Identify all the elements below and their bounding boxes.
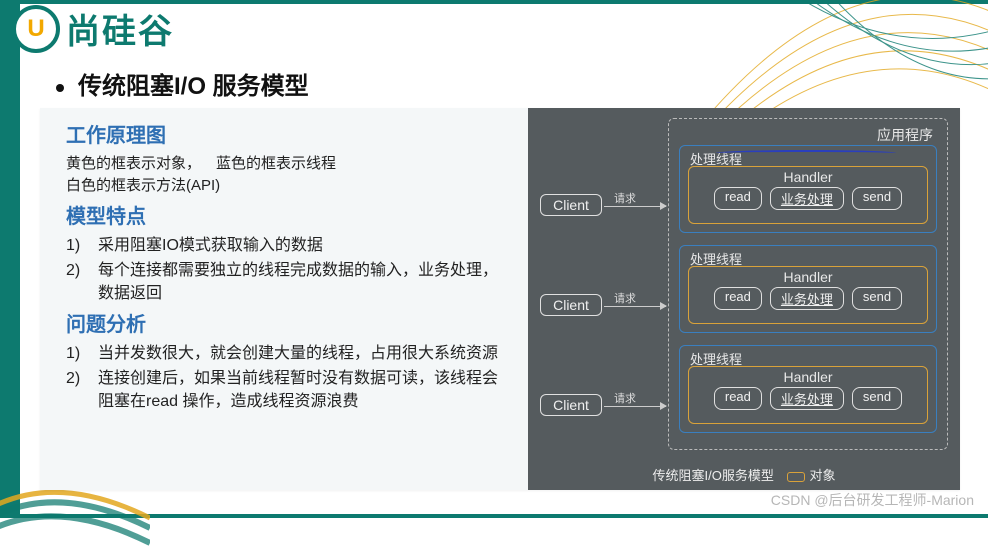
arrow-icon bbox=[604, 306, 666, 307]
handler-box: Handler read 业务处理 send bbox=[688, 366, 928, 424]
method-read: read bbox=[714, 187, 762, 210]
page-title: 传统阻塞I/O 服务模型 bbox=[56, 66, 309, 101]
left-column: 工作原理图 黄色的框表示对象， 蓝色的框表示线程 白色的框表示方法(API) 模… bbox=[40, 108, 528, 490]
list-text: 每个连接都需要独立的线程完成数据的输入，业务处理，数据返回 bbox=[98, 259, 510, 305]
list-number: 2) bbox=[66, 259, 88, 305]
client-box: Client bbox=[540, 194, 602, 216]
list-text: 采用阻塞IO模式获取输入的数据 bbox=[98, 234, 510, 257]
legend-line2: 白色的框表示方法(API) bbox=[66, 175, 510, 197]
issue-item: 2) 连接创建后，如果当前线程暂时没有数据可读，该线程会阻塞在read 操作，造… bbox=[66, 367, 510, 413]
list-number: 1) bbox=[66, 342, 88, 365]
method-biz: 业务处理 bbox=[770, 387, 844, 410]
feature-item: 2) 每个连接都需要独立的线程完成数据的输入，业务处理，数据返回 bbox=[66, 259, 510, 305]
list-text: 连接创建后，如果当前线程暂时没有数据可读，该线程会阻塞在read 操作，造成线程… bbox=[98, 367, 510, 413]
feature-item: 1) 采用阻塞IO模式获取输入的数据 bbox=[66, 234, 510, 257]
arrow-icon bbox=[604, 206, 666, 207]
handler-label: Handler bbox=[689, 169, 927, 185]
method-read: read bbox=[714, 287, 762, 310]
diagram-footer: 传统阻塞I/O服务模型 对象 bbox=[528, 465, 960, 484]
section-title-features: 模型特点 bbox=[66, 203, 510, 232]
arrow-label: 请求 bbox=[614, 190, 636, 206]
handler-box: Handler read 业务处理 send bbox=[688, 166, 928, 224]
logo: U 尚硅谷 bbox=[12, 4, 174, 53]
app-label: 应用程序 bbox=[877, 125, 933, 145]
method-send: send bbox=[852, 187, 902, 210]
arrow-icon bbox=[604, 406, 666, 407]
right-column: 应用程序 处理线程 Handler read 业务处理 send 处理线程 bbox=[528, 108, 960, 490]
handler-row: read 业务处理 send bbox=[697, 287, 919, 310]
io-diagram: 应用程序 处理线程 Handler read 业务处理 send 处理线程 bbox=[528, 108, 960, 490]
section-title-principle: 工作原理图 bbox=[66, 122, 510, 151]
method-biz: 业务处理 bbox=[770, 187, 844, 210]
client-box: Client bbox=[540, 294, 602, 316]
section-title-issues: 问题分析 bbox=[66, 311, 510, 340]
method-send: send bbox=[852, 387, 902, 410]
handler-row: read 业务处理 send bbox=[697, 387, 919, 410]
legend-line1: 黄色的框表示对象， 蓝色的框表示线程 bbox=[66, 153, 510, 175]
method-biz: 业务处理 bbox=[770, 287, 844, 310]
method-send: send bbox=[852, 287, 902, 310]
list-text: 当并发数很大，就会创建大量的线程，占用很大系统资源 bbox=[98, 342, 510, 365]
logo-text: 尚硅谷 bbox=[66, 4, 174, 53]
thread-box: 处理线程 Handler read 业务处理 send bbox=[679, 245, 937, 333]
arrow-label: 请求 bbox=[614, 290, 636, 306]
handler-label: Handler bbox=[689, 369, 927, 385]
watermark: CSDN @后台研发工程师-Marion bbox=[771, 490, 974, 510]
handler-row: read 业务处理 send bbox=[697, 187, 919, 210]
list-number: 1) bbox=[66, 234, 88, 257]
page-title-text: 传统阻塞I/O 服务模型 bbox=[78, 73, 309, 100]
footer-title: 传统阻塞I/O服务模型 bbox=[653, 468, 774, 483]
thread-box: 处理线程 Handler read 业务处理 send bbox=[679, 145, 937, 233]
client-box: Client bbox=[540, 394, 602, 416]
handler-box: Handler read 业务处理 send bbox=[688, 266, 928, 324]
app-box: 应用程序 处理线程 Handler read 业务处理 send 处理线程 bbox=[668, 118, 948, 450]
method-read: read bbox=[714, 387, 762, 410]
issue-item: 1) 当并发数很大，就会创建大量的线程，占用很大系统资源 bbox=[66, 342, 510, 365]
handler-label: Handler bbox=[689, 269, 927, 285]
legend-swatch bbox=[787, 472, 805, 482]
arrow-label: 请求 bbox=[614, 390, 636, 406]
content-panel: 工作原理图 黄色的框表示对象， 蓝色的框表示线程 白色的框表示方法(API) 模… bbox=[40, 108, 960, 490]
logo-icon: U bbox=[12, 5, 60, 53]
thread-box: 处理线程 Handler read 业务处理 send bbox=[679, 345, 937, 433]
legend-text: 对象 bbox=[809, 468, 835, 483]
bullet-icon bbox=[56, 84, 64, 92]
list-number: 2) bbox=[66, 367, 88, 413]
